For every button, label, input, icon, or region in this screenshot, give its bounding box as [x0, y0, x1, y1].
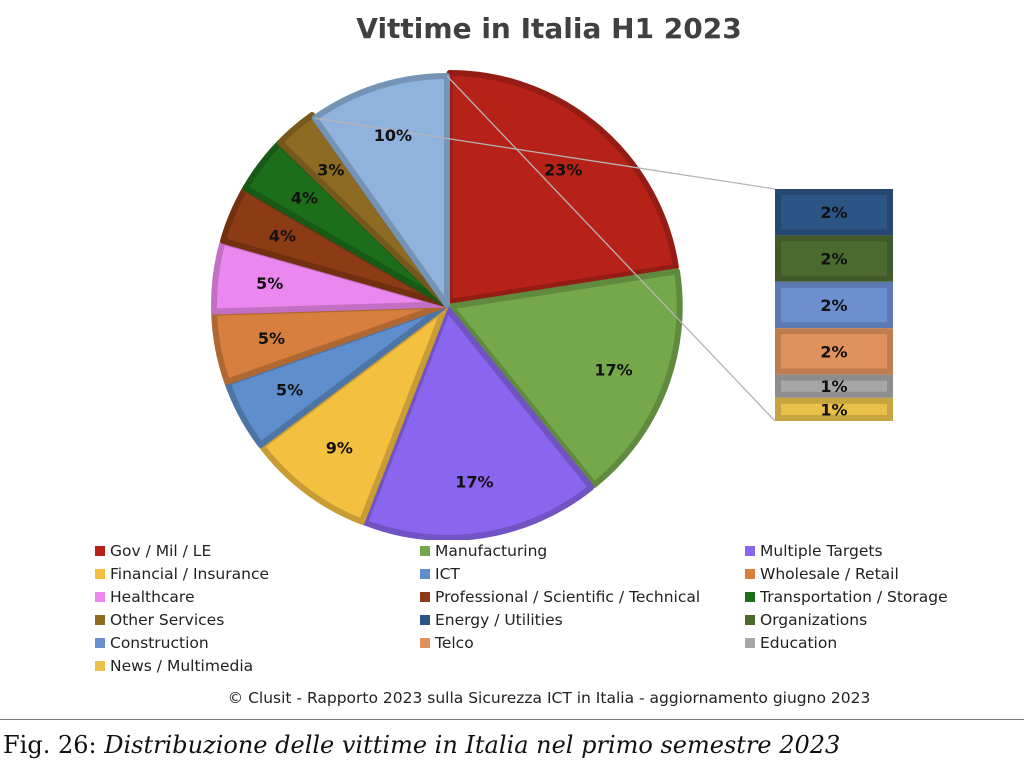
bar-label-energy-utilities: 2% [820, 203, 847, 222]
legend-item-organizations: Organizations [745, 610, 975, 630]
legend-item-healthcare: Healthcare [95, 587, 420, 607]
legend-label: Financial / Insurance [110, 565, 269, 583]
legend-item-wholesale-retail: Wholesale / Retail [745, 564, 975, 584]
legend-swatch [745, 546, 755, 556]
bar-label-organizations: 2% [820, 250, 847, 269]
legend-item-professional-scientific-technical: Professional / Scientific / Technical [420, 587, 745, 607]
legend-swatch [95, 615, 105, 625]
legend-label: Telco [435, 634, 474, 652]
divider [0, 719, 1024, 720]
slice-label-wholesale-retail: 5% [258, 329, 285, 348]
bar-segment-construction [775, 281, 893, 329]
pie-slices [211, 69, 683, 540]
pie-chart: 23% 17% 17% 9% 5% 5% 5% 4% 4% 3% 10% 2% 2% 2% 2% 1% 1% [211, 69, 893, 540]
legend-item-manufacturing: Manufacturing [420, 541, 745, 561]
legend-label: Transportation / Storage [760, 588, 948, 606]
legend-swatch [420, 615, 430, 625]
bar-label-construction: 2% [820, 296, 847, 315]
legend-swatch [745, 569, 755, 579]
legend-item-multiple-targets: Multiple Targets [745, 541, 975, 561]
credit-line: © Clusit - Rapporto 2023 sulla Sicurezza… [227, 689, 871, 707]
legend-label: Healthcare [110, 588, 195, 606]
slice-label-professional-scientific-technical: 4% [269, 226, 296, 245]
legend-label: Education [760, 634, 838, 652]
legend-item-other-services: Other Services [95, 610, 420, 630]
figure-caption: Fig. 26: Distribuzione delle vittime in … [3, 731, 840, 759]
legend-label: Wholesale / Retail [760, 565, 899, 583]
slice-label-ict: 5% [276, 381, 303, 400]
legend-swatch [95, 546, 105, 556]
legend-swatch [745, 638, 755, 648]
legend-label: Energy / Utilities [435, 611, 563, 629]
legend-swatch [95, 592, 105, 602]
bar-label-telco: 2% [820, 342, 847, 361]
legend-swatch [420, 592, 430, 602]
legend-item-telco: Telco [420, 633, 745, 653]
legend-swatch [745, 615, 755, 625]
bar-of-pie [775, 189, 893, 421]
caption-label: Fig. 26: [3, 731, 97, 759]
pie-slice-multiple-targets [361, 305, 595, 540]
slice-label-gov-mil-le: 23% [544, 160, 582, 179]
legend-item-energy-utilities: Energy / Utilities [420, 610, 745, 630]
bar-segment-organizations [775, 235, 893, 282]
legend-label: Gov / Mil / LE [110, 542, 212, 560]
legend-label: Construction [110, 634, 209, 652]
legend-item-news-multimedia: News / Multimedia [95, 656, 420, 676]
bar-segment-news-multimedia [775, 397, 893, 421]
legend-label: Other Services [110, 611, 225, 629]
data-labels: 23% 17% 17% 9% 5% 5% 5% 4% 4% 3% 10% 2% 2% 2% 2% 1% 1% [256, 126, 847, 492]
legend-swatch [420, 569, 430, 579]
legend: Gov / Mil / LE Manufacturing Multiple Targ… [95, 541, 975, 676]
connector-line-top [314, 117, 776, 190]
slice-label-financial-insurance: 9% [326, 439, 353, 458]
legend-swatch [95, 661, 105, 671]
pie-slice-gov-mil-le [446, 69, 679, 305]
bar-segment-telco [775, 328, 893, 375]
slice-label-others-bar-of-pie: 10% [374, 126, 412, 145]
caption-text: Distribuzione delle vittime in Italia ne… [104, 731, 841, 759]
legend-item-transportation-storage: Transportation / Storage [745, 587, 975, 607]
legend-label: Organizations [760, 611, 868, 629]
slice-label-healthcare: 5% [256, 274, 283, 293]
bar-segment-energy-utilities [775, 189, 893, 236]
slice-label-multiple-targets: 17% [455, 473, 493, 492]
legend-label: ICT [435, 565, 460, 583]
connector-lines [314, 75, 776, 422]
chart-title: Vittime in Italia H1 2023 [356, 12, 742, 45]
legend-swatch [420, 546, 430, 556]
legend-swatch [745, 592, 755, 602]
pie-slice-other-services [276, 112, 448, 305]
legend-item-construction: Construction [95, 633, 420, 653]
legend-label: Professional / Scientific / Technical [435, 588, 701, 606]
pie-slice-financial-insurance [258, 305, 448, 525]
slice-label-manufacturing: 17% [594, 361, 632, 380]
bar-label-education: 1% [820, 377, 847, 396]
legend-swatch [95, 569, 105, 579]
bar-label-news-multimedia: 1% [820, 400, 847, 419]
bar-segment-education [775, 374, 893, 398]
legend-label: Manufacturing [435, 542, 548, 560]
legend-item-education: Education [745, 633, 975, 653]
pie-slice-manufacturing [447, 268, 683, 488]
slice-label-other-services: 3% [317, 160, 344, 179]
legend-item-ict: ICT [420, 564, 745, 584]
slice-label-transportation-storage: 4% [291, 188, 318, 207]
legend-label: News / Multimedia [110, 657, 254, 675]
connector-line-bottom [446, 75, 776, 422]
legend-swatch [95, 638, 105, 648]
legend-item-gov-mil-le: Gov / Mil / LE [95, 541, 420, 561]
legend-swatch [420, 638, 430, 648]
legend-item-financial-insurance: Financial / Insurance [95, 564, 420, 584]
legend-label: Multiple Targets [760, 542, 883, 560]
